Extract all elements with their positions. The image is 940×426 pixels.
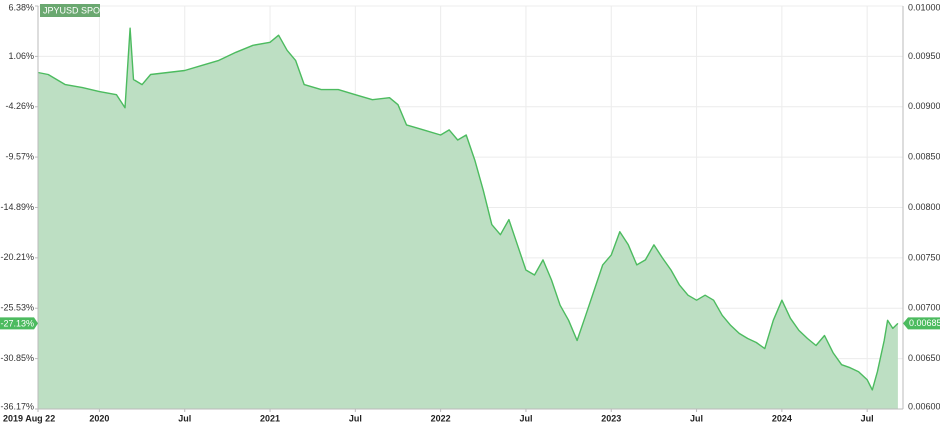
- current-value-tag: 0.00685: [903, 317, 940, 330]
- current-change-tag: -27.13%: [0, 317, 38, 330]
- legend-box: [40, 4, 100, 17]
- y-tick-label: 0.00700: [908, 303, 940, 313]
- y-tick-label: 0.00650: [908, 353, 940, 363]
- tag-shape: [0, 317, 38, 330]
- x-tick-label: Jul: [861, 413, 874, 423]
- tag-shape: [903, 317, 940, 330]
- y2-tick-label: -25.53%: [0, 303, 34, 313]
- y-tick-label: 0.00900: [908, 101, 940, 111]
- y-tick-label: 0.00600: [908, 401, 940, 411]
- y2-tick-label: -36.17%: [0, 401, 34, 411]
- y2-tick-label: 1.06%: [8, 51, 34, 61]
- x-tick-label: Jul: [690, 413, 703, 423]
- plot: [37, 27, 899, 409]
- x-tick-label: Jul: [349, 413, 362, 423]
- y-tick-label: 0.00800: [908, 202, 940, 212]
- x-tick-label: 2024: [772, 413, 792, 423]
- y2-tick-label: 6.38%: [8, 2, 34, 12]
- legend-label: JPYUSD SPOT: [43, 5, 106, 15]
- y2-tick-label: -20.21%: [0, 252, 34, 262]
- legend: JPYUSD SPOT: [40, 4, 106, 17]
- x-tick-label: 2019 Aug 22: [3, 413, 55, 423]
- price-line: [37, 27, 899, 391]
- x-tick-label: Jul: [178, 413, 191, 423]
- y2-tick-label: -9.57%: [5, 151, 34, 161]
- x-tick-label: 2022: [431, 413, 451, 423]
- x-tick-label: 2023: [601, 413, 621, 423]
- y-tick-label: 0.00750: [908, 252, 940, 262]
- y-tick-label: 0.00950: [908, 51, 940, 61]
- x-tick-label: 2020: [89, 413, 109, 423]
- x-tick-label: 2021: [260, 413, 280, 423]
- current-change-label: -27.13%: [0, 318, 34, 328]
- y-tick-label: 0.01000: [908, 2, 940, 12]
- current-value-label: 0.00685: [909, 318, 940, 328]
- x-tick-label: Jul: [519, 413, 532, 423]
- y2-tick-label: -14.89%: [0, 202, 34, 212]
- area-fill: [38, 28, 898, 409]
- y-tick-label: 0.00850: [908, 152, 940, 162]
- y2-tick-label: -4.26%: [5, 101, 34, 111]
- y2-tick-label: -30.85%: [0, 353, 34, 363]
